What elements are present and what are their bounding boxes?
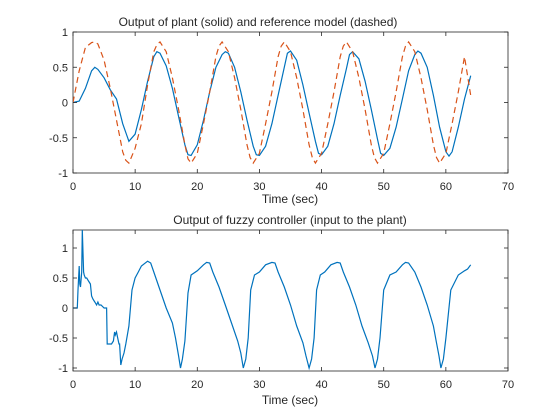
plant-output-series-solid-line xyxy=(73,50,472,158)
plant-output-ticks: 0 10 20 30 40 50 60 70 -1 -0.5 0 0.5 1 xyxy=(49,27,514,193)
plant-output-plot-area xyxy=(72,31,509,174)
plant-output-series-dashed-line xyxy=(73,40,472,165)
controller-output-xtick-label: 50 xyxy=(378,379,390,391)
plant-output-xtick-label: 10 xyxy=(129,181,141,193)
controller-output-title: Output of fuzzy controller (input to the… xyxy=(173,213,406,227)
plant-output-ytick-label: 0.5 xyxy=(53,62,68,74)
controller-output-xtick-label: 70 xyxy=(502,379,514,391)
plant-output-xtick-label: 40 xyxy=(315,181,327,193)
controller-output-plot-area xyxy=(72,229,509,372)
controller-output-xtick-label: 0 xyxy=(70,379,76,391)
plant-output-ytick-label: -1 xyxy=(58,168,68,180)
plant-output-xtick-label: 70 xyxy=(502,181,514,193)
plant-output-axes: Output of plant (solid) and reference mo… xyxy=(49,15,514,206)
plant-output-ytick-label: 0 xyxy=(62,98,68,110)
plant-output-title: Output of plant (solid) and reference mo… xyxy=(119,15,398,29)
plant-output-ytick-label: 1 xyxy=(62,27,68,39)
controller-output-series xyxy=(73,230,472,371)
controller-output-xtick-label: 10 xyxy=(129,379,141,391)
plant-output-xtick-label: 50 xyxy=(378,181,390,193)
plant-output-ytick-label: -0.5 xyxy=(49,133,68,145)
controller-output-ticks: 0 10 20 30 40 50 60 70 -1 -0.5 0 0.5 1 xyxy=(49,230,514,391)
plant-output-xtick-label: 30 xyxy=(253,181,265,193)
controller-output-ytick-label: -0.5 xyxy=(49,333,68,345)
controller-output-ytick-label: 0 xyxy=(62,303,68,315)
controller-output-ytick-label: 1 xyxy=(62,243,68,255)
controller-output-series-solid-line xyxy=(73,230,472,371)
controller-output-xtick-label: 20 xyxy=(191,379,203,391)
controller-output-xtick-label: 40 xyxy=(315,379,327,391)
controller-output-xtick-label: 30 xyxy=(253,379,265,391)
plant-output-xtick-label: 60 xyxy=(440,181,452,193)
plant-output-series xyxy=(73,40,472,165)
controller-output-axes: Output of fuzzy controller (input to the… xyxy=(49,213,514,407)
controller-output-ytick-label: -1 xyxy=(58,363,68,375)
plant-output-xlabel: Time (sec) xyxy=(262,192,318,206)
controller-output-xlabel: Time (sec) xyxy=(262,393,318,407)
controller-output-ytick-label: 0.5 xyxy=(53,273,68,285)
plant-output-xtick-label: 20 xyxy=(191,181,203,193)
controller-output-xtick-label: 60 xyxy=(440,379,452,391)
plant-output-xtick-label: 0 xyxy=(70,181,76,193)
